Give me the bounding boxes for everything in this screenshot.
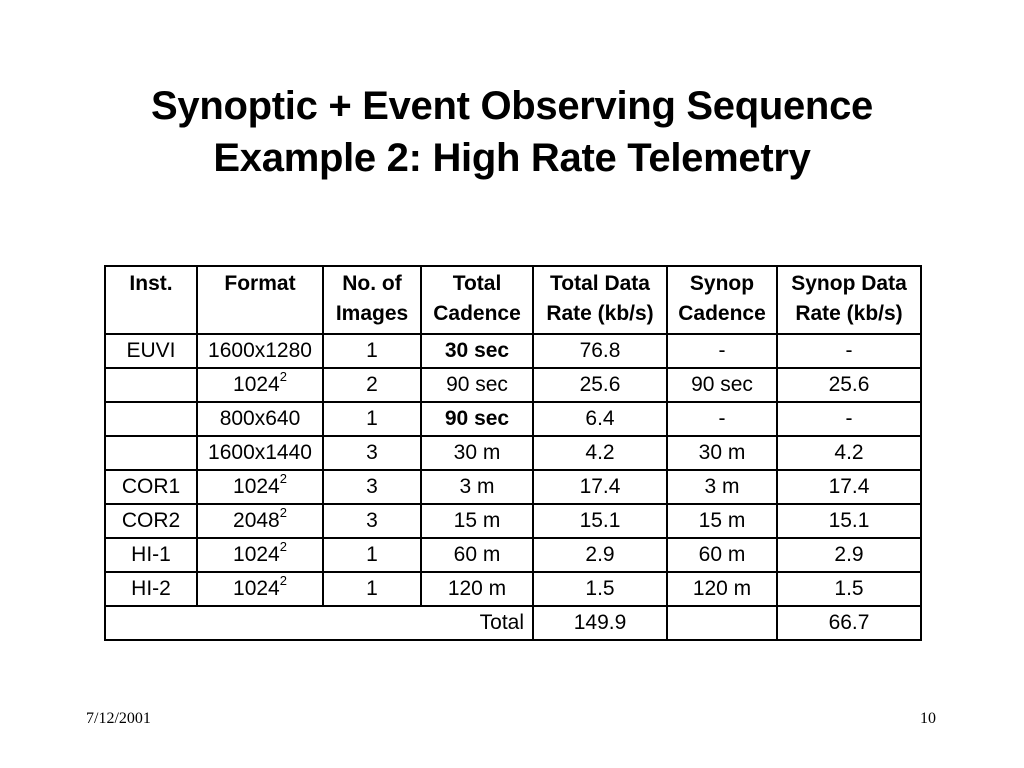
total-row: Total 149.9 66.7	[104, 605, 922, 641]
table-header: Inst. Format No. of Images Total Cadence T…	[104, 265, 922, 335]
cell-total-data-rate: 1.5	[532, 571, 668, 607]
cell-inst: HI-2	[104, 571, 198, 607]
total-synop-data-rate-sum: 66.7	[776, 605, 922, 641]
cell-format: 20482	[196, 503, 324, 539]
cell-total-data-rate: 4.2	[532, 435, 668, 471]
cell-total-cadence: 30 m	[420, 435, 534, 471]
table-row: 800x640 1 90 sec 6.4 - -	[104, 401, 922, 437]
cell-synop-data-rate: -	[776, 333, 922, 369]
cell-total-data-rate: 15.1	[532, 503, 668, 539]
header-cell-synop-cadence: Synop Cadence	[666, 265, 778, 335]
cell-synop-cadence: 60 m	[666, 537, 778, 573]
cell-format: 10242	[196, 469, 324, 505]
cell-inst	[104, 401, 198, 437]
cell-total-cadence: 90 sec	[420, 401, 534, 437]
cell-synop-data-rate: 15.1	[776, 503, 922, 539]
table-row: COR1 10242 3 3 m 17.4 3 m 17.4	[104, 469, 922, 505]
cell-synop-cadence: 30 m	[666, 435, 778, 471]
cell-num-images: 1	[322, 333, 422, 369]
cell-synop-data-rate: 17.4	[776, 469, 922, 505]
cell-num-images: 1	[322, 401, 422, 437]
cell-inst: COR2	[104, 503, 198, 539]
cell-total-data-rate: 2.9	[532, 537, 668, 573]
cell-synop-data-rate: 1.5	[776, 571, 922, 607]
table-row: EUVI 1600x1280 1 30 sec 76.8 - -	[104, 333, 922, 369]
cell-total-cadence: 30 sec	[420, 333, 534, 369]
table-row: 1600x1440 3 30 m 4.2 30 m 4.2	[104, 435, 922, 471]
cell-inst: EUVI	[104, 333, 198, 369]
table-row: COR2 20482 3 15 m 15.1 15 m 15.1	[104, 503, 922, 539]
cell-total-cadence: 60 m	[420, 537, 534, 573]
header-cell-inst: Inst.	[104, 265, 198, 335]
header-cell-synop-data-rate: Synop Data Rate (kb/s)	[776, 265, 922, 335]
header-cell-format: Format	[196, 265, 324, 335]
total-label: Total	[104, 605, 534, 641]
table-body: EUVI 1600x1280 1 30 sec 76.8 - - 10242 2…	[104, 333, 922, 641]
table-row: HI-1 10242 1 60 m 2.9 60 m 2.9	[104, 537, 922, 573]
cell-num-images: 1	[322, 571, 422, 607]
header-cell-num-images: No. of Images	[322, 265, 422, 335]
footer-date: 7/12/2001	[86, 710, 151, 727]
total-synop-cadence	[666, 605, 778, 641]
header-row: Inst. Format No. of Images Total Cadence T…	[104, 265, 922, 335]
cell-format: 1600x1440	[196, 435, 324, 471]
cell-synop-data-rate: 25.6	[776, 367, 922, 403]
cell-synop-data-rate: 4.2	[776, 435, 922, 471]
cell-synop-data-rate: -	[776, 401, 922, 437]
cell-total-cadence: 15 m	[420, 503, 534, 539]
cell-synop-cadence: 90 sec	[666, 367, 778, 403]
slide-title-line-1: Synoptic + Event Observing Sequence	[151, 84, 873, 128]
cell-total-cadence: 3 m	[420, 469, 534, 505]
cell-num-images: 3	[322, 469, 422, 505]
cell-num-images: 3	[322, 435, 422, 471]
cell-num-images: 2	[322, 367, 422, 403]
slide-title-line-2: Example 2: High Rate Telemetry	[213, 136, 811, 180]
cell-format: 10242	[196, 537, 324, 573]
table-row: HI-2 10242 1 120 m 1.5 120 m 1.5	[104, 571, 922, 607]
cell-synop-cadence: 3 m	[666, 469, 778, 505]
total-data-rate-sum: 149.9	[532, 605, 668, 641]
slide-title: Synoptic + Event Observing Sequence Exam…	[0, 80, 1024, 184]
cell-total-data-rate: 25.6	[532, 367, 668, 403]
cell-synop-data-rate: 2.9	[776, 537, 922, 573]
cell-format: 10242	[196, 571, 324, 607]
cell-total-cadence: 120 m	[420, 571, 534, 607]
cell-inst: HI-1	[104, 537, 198, 573]
cell-synop-cadence: 15 m	[666, 503, 778, 539]
cell-format: 1600x1280	[196, 333, 324, 369]
telemetry-table: Inst. Format No. of Images Total Cadence T…	[104, 265, 922, 641]
cell-synop-cadence: -	[666, 401, 778, 437]
cell-inst: COR1	[104, 469, 198, 505]
cell-total-data-rate: 6.4	[532, 401, 668, 437]
cell-inst	[104, 435, 198, 471]
footer-page-number: 10	[920, 710, 936, 727]
cell-inst	[104, 367, 198, 403]
table-row: 10242 2 90 sec 25.6 90 sec 25.6	[104, 367, 922, 403]
cell-num-images: 3	[322, 503, 422, 539]
header-cell-total-data-rate: Total Data Rate (kb/s)	[532, 265, 668, 335]
cell-total-data-rate: 76.8	[532, 333, 668, 369]
cell-synop-cadence: -	[666, 333, 778, 369]
cell-num-images: 1	[322, 537, 422, 573]
cell-synop-cadence: 120 m	[666, 571, 778, 607]
cell-total-data-rate: 17.4	[532, 469, 668, 505]
header-cell-total-cadence: Total Cadence	[420, 265, 534, 335]
cell-total-cadence: 90 sec	[420, 367, 534, 403]
cell-format: 800x640	[196, 401, 324, 437]
cell-format: 10242	[196, 367, 324, 403]
